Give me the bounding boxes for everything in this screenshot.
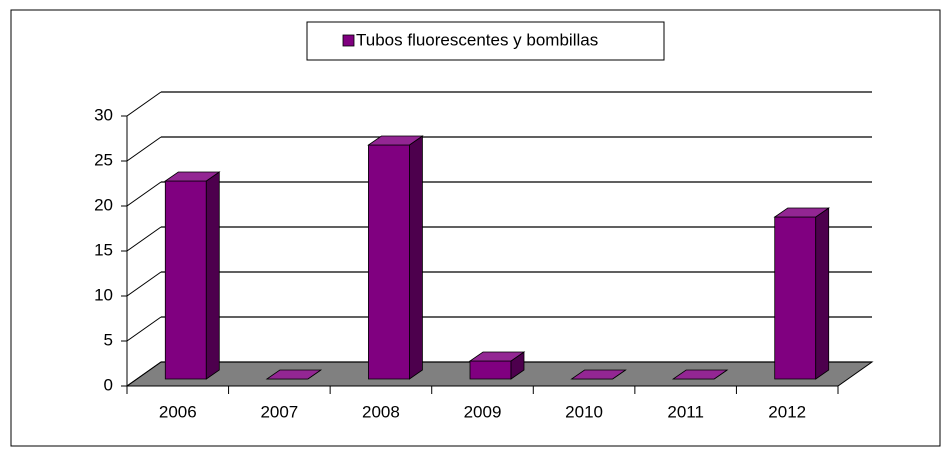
x-tick-label: 2008 <box>362 402 400 421</box>
x-tick-label: 2006 <box>159 402 197 421</box>
bar-top <box>773 207 830 218</box>
bar-top <box>265 369 323 380</box>
bar-front <box>469 360 512 380</box>
bar <box>468 351 526 380</box>
x-tick-label: 2012 <box>768 402 806 421</box>
grid-line <box>126 91 162 117</box>
bar-front <box>164 180 207 380</box>
grid-line <box>126 361 162 387</box>
legend: Tubos fluorescentes y bombillas <box>306 21 665 61</box>
bar-top <box>367 135 424 146</box>
bar <box>773 207 830 380</box>
legend-box <box>306 21 665 61</box>
y-tick-label: 10 <box>94 285 113 304</box>
bar <box>164 171 221 380</box>
y-tick-label: 0 <box>104 375 113 394</box>
bar-side <box>205 171 220 380</box>
bar <box>367 135 424 380</box>
bar-top <box>164 171 221 182</box>
y-tick-label: 5 <box>104 330 113 349</box>
grid-line <box>126 271 162 297</box>
x-tick-label: 2011 <box>667 402 704 421</box>
bar-side <box>409 135 423 380</box>
y-tick-label: 30 <box>94 105 113 124</box>
grid-line <box>126 316 162 342</box>
y-tick-label: 20 <box>94 195 113 214</box>
y-tick-label: 25 <box>94 150 113 169</box>
legend-swatch <box>342 34 355 47</box>
bar-side <box>815 207 830 380</box>
y-tick-label: 15 <box>94 240 113 259</box>
bar-top <box>468 351 526 362</box>
bar <box>570 369 627 380</box>
grid-line <box>126 136 162 162</box>
bar-front <box>368 144 410 380</box>
legend-label: Tubos fluorescentes y bombillas <box>356 30 598 49</box>
grid-line <box>126 181 162 207</box>
bar <box>265 369 323 380</box>
bar-top <box>570 369 627 380</box>
bar-front <box>774 216 817 380</box>
bar <box>671 369 729 380</box>
x-tick-label: 2009 <box>464 402 502 421</box>
grid-line <box>126 226 162 252</box>
x-tick-label: 2007 <box>260 402 298 421</box>
bar-top <box>671 369 729 380</box>
x-tick-label: 2010 <box>565 402 603 421</box>
